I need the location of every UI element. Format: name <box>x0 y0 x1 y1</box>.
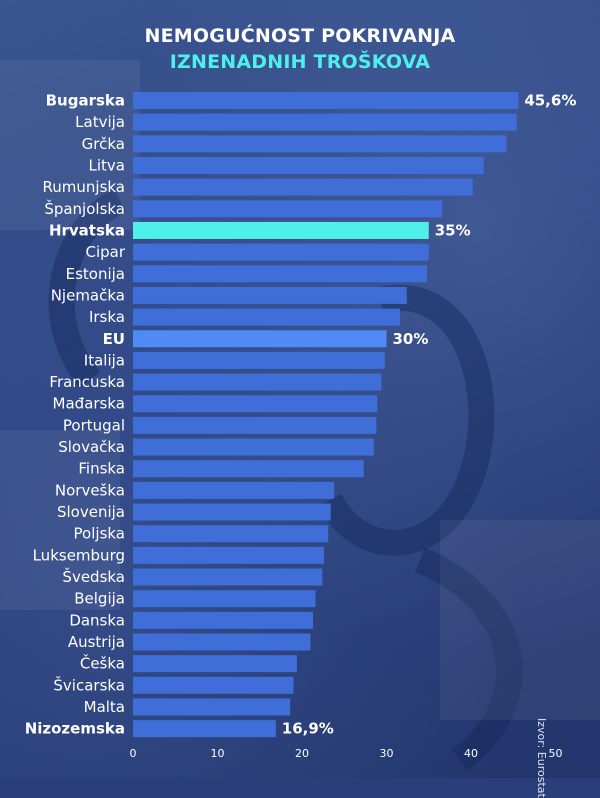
category-label-poljska: Poljska <box>74 525 125 543</box>
euro-banknote-background <box>0 60 600 771</box>
bar-luksemburg <box>133 546 324 564</box>
bar-rumunjska <box>133 178 473 196</box>
x-tick-0: 0 <box>130 747 137 760</box>
data-label-eu: 30% <box>393 330 429 348</box>
category-label-njemacka: Njemačka <box>51 286 125 304</box>
bar-francuska <box>133 373 382 391</box>
category-label-ceska: Češka <box>80 654 125 673</box>
data-labels: 45,6% 35% 30% 16,9% <box>282 92 577 738</box>
category-label-cipar: Cipar <box>85 243 125 261</box>
bar-cipar <box>133 243 429 261</box>
chart-title-line-2: IZNENADNIH TROŠKOVA <box>169 51 431 73</box>
bar-chart: Bugarska Latvija Grčka Litva Rumunjska Španjo… <box>25 92 577 761</box>
category-label-belgija: Belgija <box>74 590 125 608</box>
bar-belgija <box>133 590 316 608</box>
bar-spanjolska <box>133 200 443 218</box>
category-label-portugal: Portugal <box>63 416 125 434</box>
bar-eu <box>133 330 387 348</box>
bar-malta <box>133 698 291 716</box>
chart-title-line-1: NEMOGUĆNOST POKRIVANJA <box>144 25 456 47</box>
category-label-italija: Italija <box>84 351 125 369</box>
bar-latvija <box>133 113 517 131</box>
data-label-nizozemska: 16,9% <box>282 720 334 738</box>
category-label-norveska: Norveška <box>55 481 125 499</box>
bar-madarska <box>133 395 378 413</box>
bar-svicarska <box>133 676 294 694</box>
bar-group <box>133 92 519 738</box>
x-tick-10: 10 <box>211 747 225 760</box>
bar-irska <box>133 308 401 326</box>
category-label-eu: EU <box>103 330 125 348</box>
category-label-hrvatska: Hrvatska <box>49 221 125 239</box>
category-label-madarska: Mađarska <box>53 395 125 413</box>
bar-poljska <box>133 525 329 543</box>
bar-nizozemska <box>133 720 276 738</box>
category-label-slovacka: Slovačka <box>58 438 125 456</box>
category-label-irska: Irska <box>89 308 125 326</box>
x-tick-20: 20 <box>295 747 309 760</box>
bar-njemacka <box>133 286 407 304</box>
bar-austrija <box>133 633 311 651</box>
bar-litva <box>133 156 484 174</box>
bar-slovacka <box>133 438 374 456</box>
category-label-danska: Danska <box>69 611 125 629</box>
source-note: Izvor: Eurostat <box>535 718 548 798</box>
category-label-finska: Finska <box>78 460 125 478</box>
x-tick-50: 50 <box>549 747 563 760</box>
bar-slovenija <box>133 503 331 521</box>
x-tick-40: 40 <box>464 747 478 760</box>
category-label-spanjolska: Španjolska <box>44 199 125 218</box>
category-label-latvija: Latvija <box>75 113 125 131</box>
bar-hrvatska <box>133 221 429 239</box>
category-label-francuska: Francuska <box>49 373 125 391</box>
bar-bugarska <box>133 92 519 109</box>
category-label-austrija: Austrija <box>68 633 125 651</box>
category-label-svicarska: Švicarska <box>53 675 125 694</box>
category-label-slovenija: Slovenija <box>57 503 125 521</box>
category-label-rumunjska: Rumunjska <box>43 178 125 196</box>
bar-grcka <box>133 135 507 153</box>
category-label-bugarska: Bugarska <box>46 92 125 110</box>
category-label-nizozemska: Nizozemska <box>25 720 125 738</box>
category-labels: Bugarska Latvija Grčka Litva Rumunjska Španjo… <box>25 92 126 738</box>
category-label-grcka: Grčka <box>82 135 125 153</box>
bar-estonija <box>133 265 428 283</box>
bar-finska <box>133 460 364 478</box>
data-label-hrvatska: 35% <box>435 221 471 239</box>
x-tick-30: 30 <box>380 747 394 760</box>
category-label-svedska: Švedska <box>62 567 125 586</box>
bar-svedska <box>133 568 323 586</box>
bar-ceska <box>133 655 297 673</box>
bar-italija <box>133 351 385 369</box>
category-label-malta: Malta <box>84 698 125 716</box>
category-label-estonija: Estonija <box>66 265 125 283</box>
data-label-bugarska: 45,6% <box>524 92 576 110</box>
x-axis-ticks: 0 10 20 30 40 50 <box>130 747 563 760</box>
bar-portugal <box>133 416 377 434</box>
bar-danska <box>133 611 313 629</box>
bar-norveska <box>133 481 335 499</box>
category-label-litva: Litva <box>89 156 125 174</box>
category-label-luksemburg: Luksemburg <box>33 546 125 564</box>
